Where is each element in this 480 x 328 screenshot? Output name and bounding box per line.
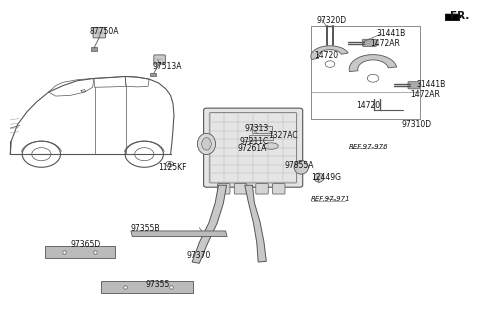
Bar [151, 73, 156, 76]
Text: 97310D: 97310D [402, 120, 432, 129]
Text: 97355: 97355 [145, 280, 169, 289]
Text: 1472AR: 1472AR [370, 39, 400, 48]
Text: 97370: 97370 [186, 251, 211, 260]
Text: 31441B: 31441B [416, 80, 445, 90]
Text: FR.: FR. [450, 11, 469, 21]
Text: 14720: 14720 [356, 101, 380, 110]
Polygon shape [101, 280, 193, 293]
Text: 97513A: 97513A [153, 62, 182, 71]
FancyBboxPatch shape [408, 82, 420, 89]
Text: 1327AC: 1327AC [268, 131, 298, 140]
Polygon shape [45, 246, 115, 258]
Polygon shape [131, 231, 227, 236]
FancyBboxPatch shape [445, 14, 460, 21]
Polygon shape [245, 185, 266, 262]
FancyBboxPatch shape [234, 184, 247, 194]
Text: 97211C: 97211C [240, 137, 269, 146]
FancyBboxPatch shape [154, 55, 165, 64]
Text: 1125KF: 1125KF [158, 163, 187, 172]
FancyBboxPatch shape [273, 184, 285, 194]
Text: 31441B: 31441B [376, 29, 406, 38]
Text: 14720: 14720 [314, 51, 338, 60]
Text: 97261A: 97261A [238, 144, 267, 153]
Ellipse shape [294, 160, 309, 174]
Ellipse shape [264, 143, 278, 149]
Ellipse shape [197, 133, 216, 154]
Text: 97355B: 97355B [131, 224, 160, 233]
Ellipse shape [314, 173, 324, 182]
Bar [91, 48, 97, 51]
Text: 97320D: 97320D [317, 16, 347, 25]
Bar [249, 134, 273, 140]
Text: REF.97-971: REF.97-971 [311, 196, 350, 202]
Polygon shape [349, 55, 396, 72]
Text: 1472AR: 1472AR [410, 90, 440, 99]
FancyBboxPatch shape [204, 108, 303, 187]
Polygon shape [311, 46, 348, 59]
Text: 12449G: 12449G [311, 173, 341, 182]
FancyBboxPatch shape [256, 184, 268, 194]
Ellipse shape [202, 138, 211, 150]
FancyBboxPatch shape [362, 39, 376, 47]
FancyBboxPatch shape [217, 184, 230, 194]
Text: 97313: 97313 [245, 124, 269, 133]
FancyBboxPatch shape [93, 28, 106, 38]
Text: 97365D: 97365D [70, 240, 100, 250]
Text: 97855A: 97855A [284, 161, 313, 170]
Bar [311, 26, 420, 119]
Text: 87750A: 87750A [89, 27, 119, 36]
Bar [252, 126, 272, 133]
Text: REF.97-976: REF.97-976 [349, 144, 389, 150]
Polygon shape [192, 185, 227, 263]
